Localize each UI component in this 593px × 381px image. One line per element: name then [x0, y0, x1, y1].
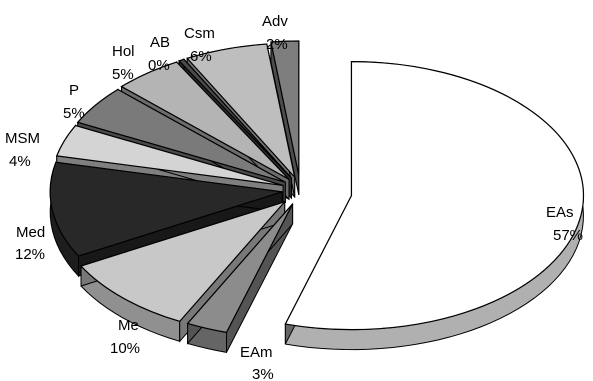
- label-eam-pct: 3%: [252, 366, 274, 381]
- label-ab-pct: 0%: [148, 57, 170, 74]
- slice-top-eas: [284, 61, 585, 331]
- label-msm-pct: 4%: [9, 153, 31, 170]
- pie-slices: [49, 40, 585, 353]
- slice-adv: [270, 40, 300, 196]
- label-ab-name: AB: [150, 34, 170, 51]
- label-eam-name: EAm: [240, 344, 273, 361]
- label-csm-name: Csm: [184, 25, 215, 42]
- slice-top-hol: [120, 61, 290, 180]
- slice-top-med: [49, 161, 283, 257]
- slice-top-csm: [186, 43, 296, 180]
- label-me-pct: 10%: [110, 340, 140, 357]
- label-adv-pct: 2%: [266, 36, 288, 53]
- pie-labels: EAs 57% EAm 3% Me 10% Med 12% MSM 4% P 5…: [5, 13, 583, 381]
- label-me-name: Me: [118, 317, 139, 334]
- label-p-name: P: [69, 82, 79, 99]
- slice-eas: [284, 61, 585, 351]
- label-med-pct: 12%: [15, 246, 45, 263]
- label-eas-pct: 57%: [553, 227, 583, 244]
- slice-top-eam: [186, 203, 294, 334]
- label-adv-name: Adv: [262, 13, 288, 30]
- slice-eam: [186, 202, 294, 353]
- label-p-pct: 5%: [63, 105, 85, 122]
- slice-top-p: [76, 88, 286, 183]
- label-hol-pct: 5%: [112, 66, 134, 83]
- label-msm-name: MSM: [5, 130, 40, 147]
- slice-top-ab: [178, 58, 292, 179]
- slice-top-msm: [55, 124, 284, 187]
- slice-top-adv: [270, 40, 300, 176]
- label-csm-pct: 6%: [190, 48, 212, 65]
- label-med-name: Med: [16, 224, 45, 241]
- label-eas-name: EAs: [546, 204, 574, 221]
- label-hol-name: Hol: [112, 43, 135, 60]
- slice-top-me: [79, 200, 287, 323]
